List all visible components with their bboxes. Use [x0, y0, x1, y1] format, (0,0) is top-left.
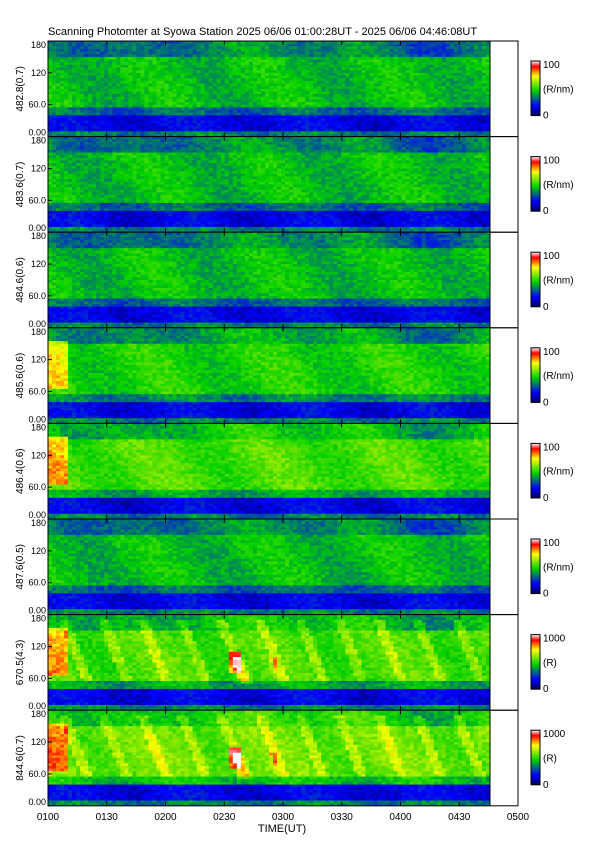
heatmap-cells: [48, 423, 490, 519]
colorbar-unit: (R/nm): [543, 180, 574, 191]
y-tick-label: 180: [31, 518, 46, 528]
y-tick-label: 0.00: [28, 797, 46, 807]
panel-ylabel: 484.6(0.6): [15, 257, 26, 303]
y-tick-label: 60.0: [28, 100, 46, 110]
heatmap-cells: [48, 710, 490, 806]
y-tick-label: 120: [31, 68, 46, 78]
heatmap-cells: [48, 41, 490, 137]
colorbar-unit: (R): [543, 658, 557, 669]
x-tick-label: 0400: [389, 812, 412, 823]
panel-ylabel: 487.6(0.5): [15, 544, 26, 590]
y-tick-label: 180: [31, 136, 46, 146]
colorbar-min: 0: [543, 111, 549, 122]
colorbar-unit: (R): [543, 754, 557, 765]
y-tick-label: 60.0: [28, 578, 46, 588]
colorbar-max: 100: [543, 347, 560, 358]
colorbar-min: 0: [543, 397, 549, 408]
colorbar: [531, 157, 540, 212]
x-axis-label: TIME(UT): [258, 823, 306, 835]
colorbar-max: 100: [543, 156, 560, 167]
x-axis: 0100 0130 0200 0230 0300 0330 0400 0430 0500: [37, 812, 530, 823]
x-tick-label: 0430: [448, 812, 471, 823]
y-tick-label: 180: [31, 231, 46, 241]
panels: 0.0060.0120180482.8(0.7)100(R/nm)00.0060…: [15, 40, 574, 807]
y-tick-label: 120: [31, 450, 46, 460]
colorbar-max: 1000: [543, 729, 566, 740]
panel-ylabel: 844.6(0.7): [15, 735, 26, 781]
colorbar: [531, 635, 540, 690]
colorbar-unit: (R/nm): [543, 371, 574, 382]
y-tick-label: 180: [31, 40, 46, 50]
y-tick-label: 120: [31, 546, 46, 556]
y-tick-label: 180: [31, 709, 46, 719]
y-tick-label: 180: [31, 614, 46, 624]
colorbar-min: 0: [543, 589, 549, 600]
colorbar: [531, 443, 540, 498]
y-tick-label: 120: [31, 259, 46, 269]
panel-8: 0.00 60.0 120 180 844.6(0.7) 1000 (R) 0: [15, 709, 566, 807]
colorbar-min: 0: [543, 206, 549, 217]
panel-ylabel: 485.6(0.6): [15, 353, 26, 399]
colorbar-min: 0: [543, 780, 549, 791]
heatmap-cells: [48, 328, 490, 424]
y-tick-label: 180: [31, 422, 46, 432]
y-tick-label: 60.0: [28, 291, 46, 301]
y-tick-label: 60.0: [28, 482, 46, 492]
colorbar: [531, 252, 540, 307]
y-tick-label: 60.0: [28, 387, 46, 397]
panel-ylabel: 670.5(4.3): [15, 640, 26, 686]
colorbar-unit: (R/nm): [543, 276, 574, 287]
colorbar-min: 0: [543, 302, 549, 313]
y-tick-label: 60.0: [28, 195, 46, 205]
colorbar-max: 100: [543, 538, 560, 549]
x-tick-label: 0300: [272, 812, 295, 823]
chart-title: Scanning Photomter at Syowa Station 2025…: [48, 26, 477, 38]
colorbar: [531, 539, 540, 594]
colorbar-max: 100: [543, 251, 560, 262]
colorbar-unit: (R/nm): [543, 467, 574, 478]
colorbar: [531, 61, 540, 116]
colorbar-max: 100: [543, 442, 560, 453]
x-tick-label: 0100: [37, 812, 60, 823]
panel-ylabel: 482.8(0.7): [15, 66, 26, 112]
colorbar-min: 0: [543, 493, 549, 504]
x-tick-label: 0230: [213, 812, 236, 823]
colorbar-unit: (R/nm): [543, 562, 574, 573]
colorbar-max: 1000: [543, 634, 566, 645]
panel-ylabel: 486.4(0.6): [15, 448, 26, 494]
colorbar: [531, 730, 540, 785]
y-tick-label: 120: [31, 355, 46, 365]
x-tick-label: 0130: [96, 812, 119, 823]
x-tick-label: 0200: [154, 812, 177, 823]
y-tick-label: 60.0: [28, 673, 46, 683]
heatmap-cells: [48, 615, 490, 711]
y-tick-label: 120: [31, 737, 46, 747]
y-tick-label: 60.0: [28, 769, 46, 779]
y-tick-label: 180: [31, 327, 46, 337]
y-tick-label: 120: [31, 163, 46, 173]
x-tick-label: 0330: [331, 812, 354, 823]
heatmap-cells: [48, 232, 490, 328]
colorbar-unit: (R/nm): [543, 84, 574, 95]
panel-ylabel: 483.6(0.7): [15, 162, 26, 208]
colorbar-min: 0: [543, 684, 549, 695]
heatmap-cells: [48, 137, 490, 233]
colorbar-max: 100: [543, 60, 560, 71]
x-tick-label: 0500: [507, 812, 530, 823]
heatmap-cells: [48, 519, 490, 615]
y-tick-label: 120: [31, 641, 46, 651]
colorbar: [531, 348, 540, 403]
